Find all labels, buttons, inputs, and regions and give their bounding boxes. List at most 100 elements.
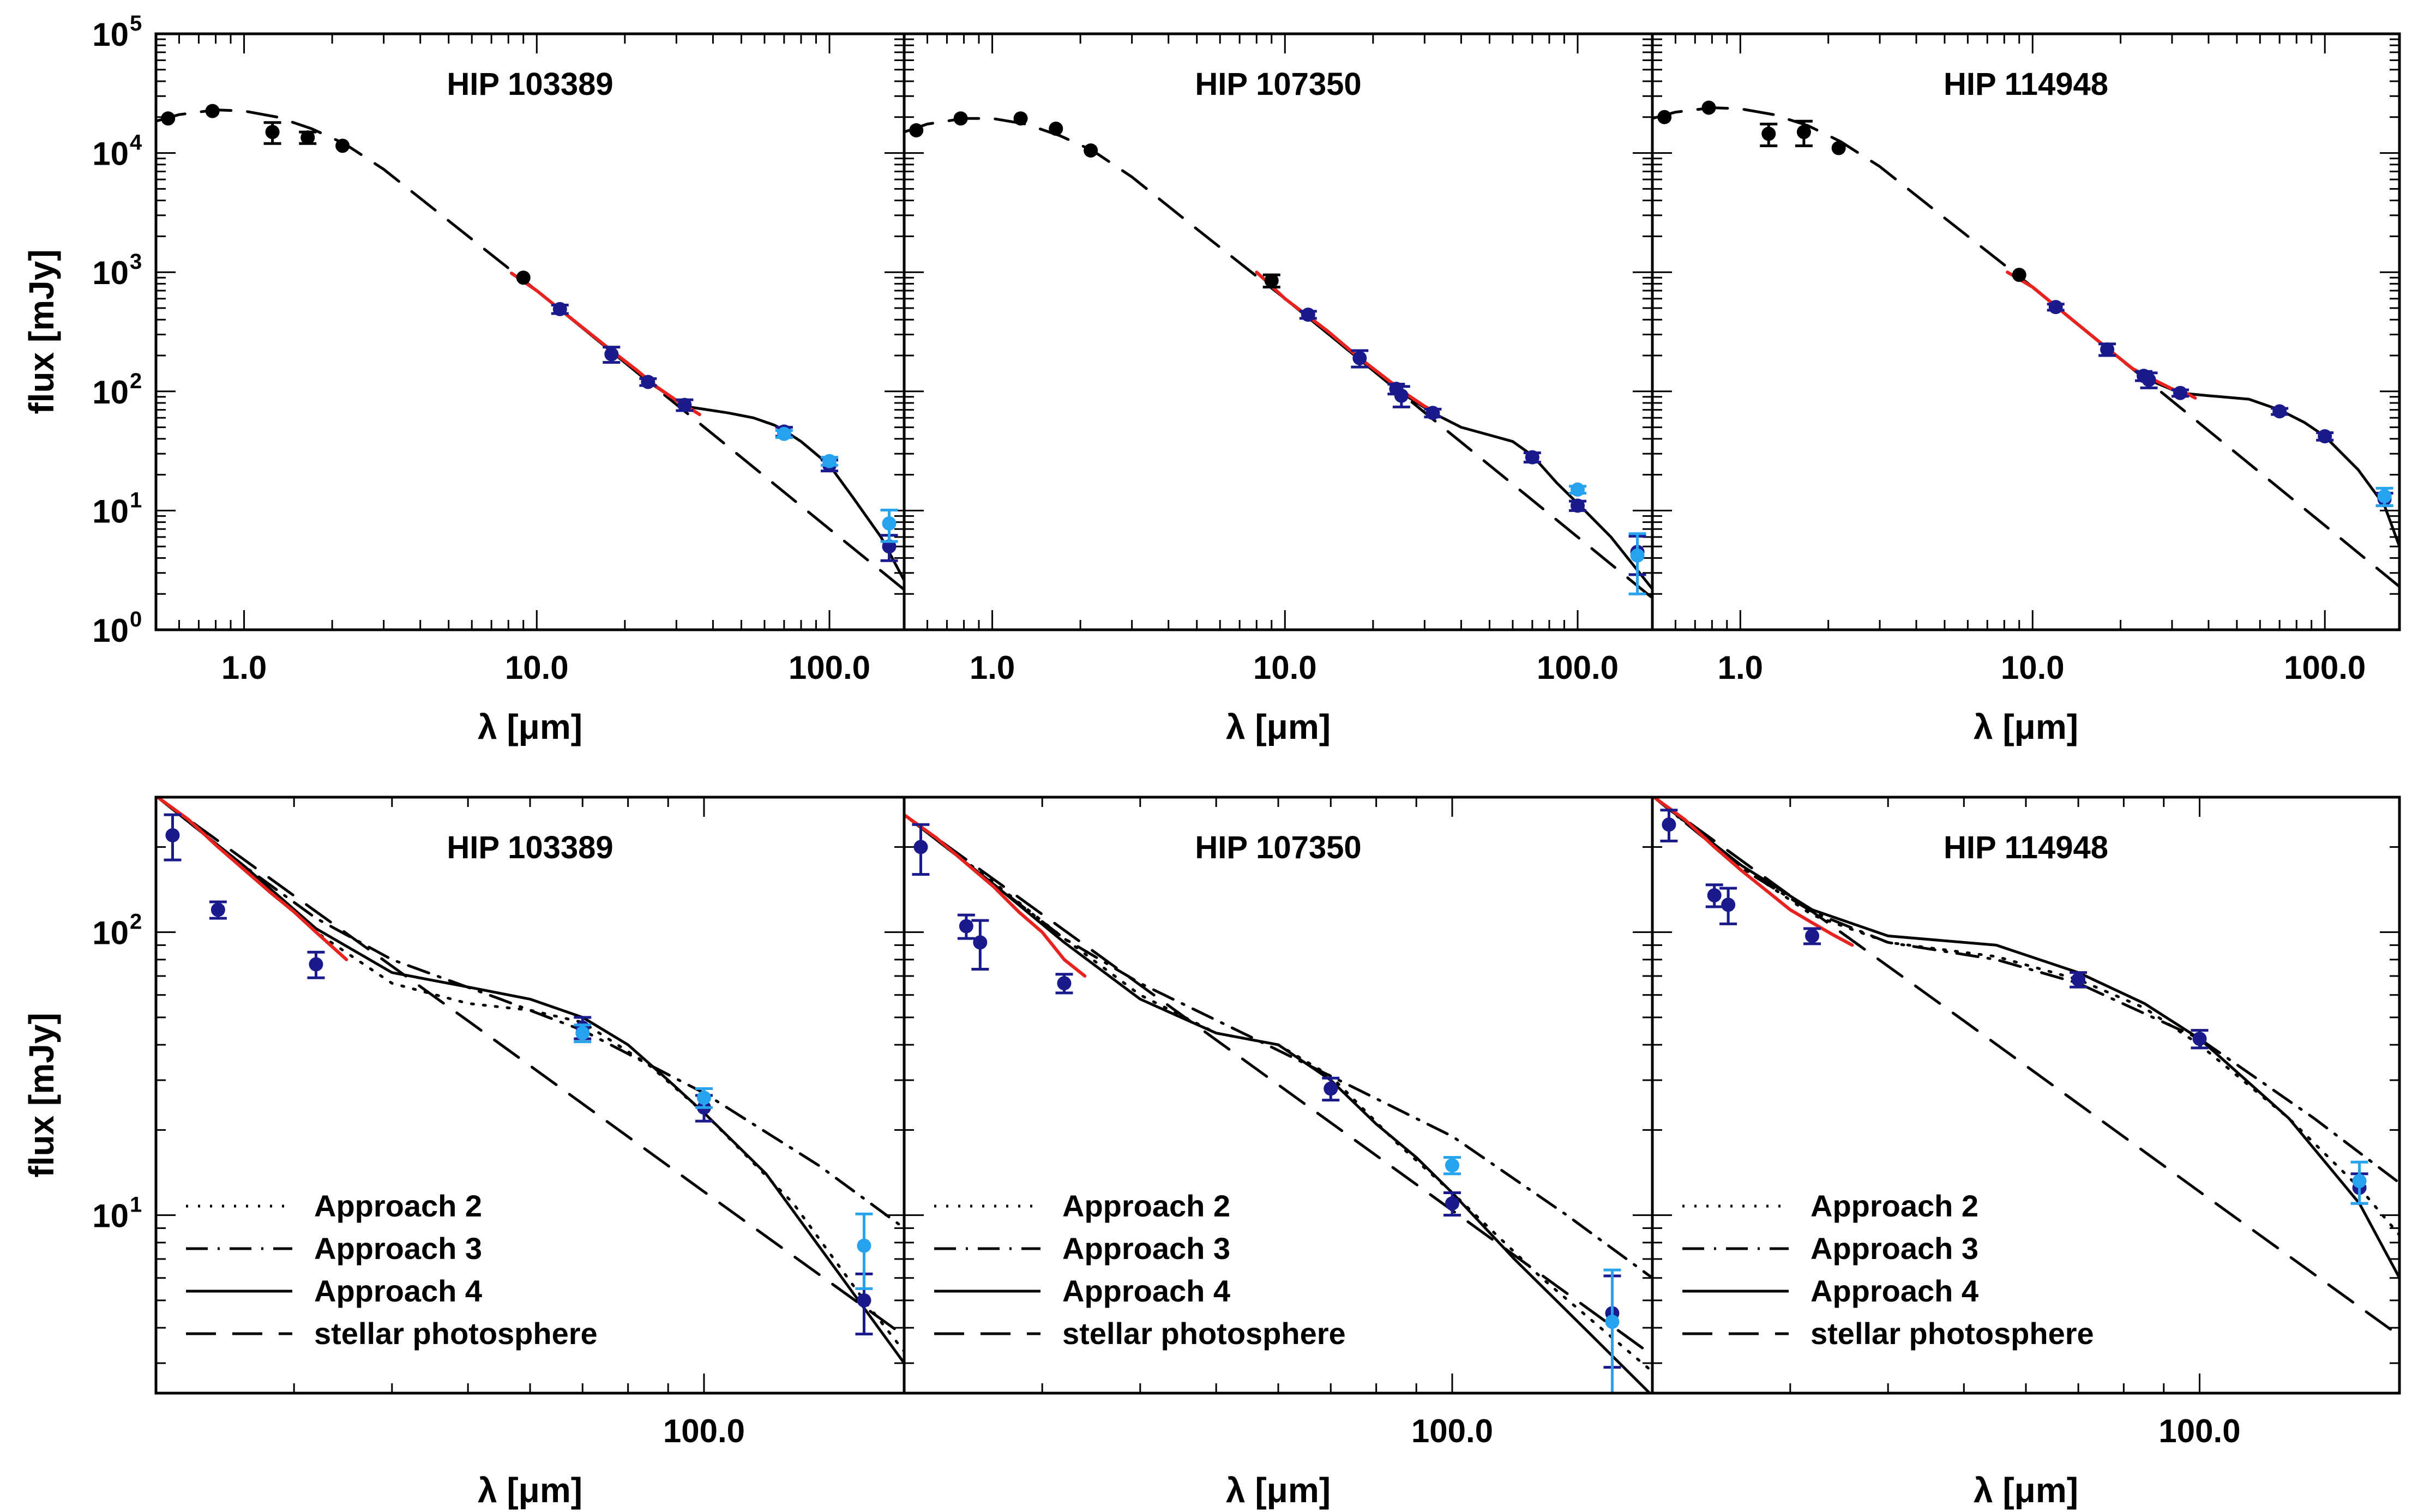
axis-ticks bbox=[155, 796, 904, 1393]
legend-label: stellar photosphere bbox=[314, 1316, 598, 1351]
y-tick-label: 10 bbox=[92, 374, 129, 411]
data-marker bbox=[1701, 100, 1716, 115]
data-point bbox=[1760, 122, 1778, 147]
data-marker bbox=[2377, 489, 2392, 504]
series-approach-2 bbox=[904, 813, 1652, 1373]
data-point bbox=[161, 111, 176, 126]
y-tick-label: 10 bbox=[92, 493, 129, 529]
plot-area bbox=[1652, 100, 2399, 588]
data-marker bbox=[822, 454, 837, 468]
data-marker bbox=[1445, 1196, 1459, 1211]
series-stellar-photosphere bbox=[904, 117, 1652, 600]
data-point bbox=[1322, 1076, 1340, 1102]
plot-area bbox=[904, 813, 1652, 1393]
series-stellar-photosphere bbox=[156, 797, 904, 1338]
series-stellar-photosphere bbox=[1652, 106, 2399, 588]
data-marker bbox=[1445, 1158, 1459, 1173]
data-marker bbox=[604, 347, 619, 362]
data-marker bbox=[265, 125, 280, 140]
y-tick-label: 10 bbox=[92, 255, 129, 291]
series-stellar-photosphere bbox=[1652, 797, 2399, 1338]
data-marker bbox=[2192, 1032, 2207, 1046]
data-marker bbox=[1057, 976, 1072, 991]
data-marker bbox=[1324, 1081, 1338, 1096]
panel-title: HIP 107350 bbox=[1195, 67, 1361, 102]
data-point bbox=[603, 346, 621, 364]
legend-label: Approach 4 bbox=[1062, 1274, 1230, 1308]
y-tick-label: 10 bbox=[92, 1198, 129, 1234]
x-axis-label: λ [μm] bbox=[1226, 1471, 1331, 1510]
data-marker bbox=[2071, 972, 2086, 987]
x-tick-label: 100.0 bbox=[1411, 1413, 1493, 1449]
data-marker bbox=[1662, 817, 1676, 832]
data-point bbox=[1568, 498, 1586, 513]
plot-area bbox=[156, 797, 904, 1365]
series-irs-spectrum bbox=[1652, 797, 1854, 947]
x-tick-label: 100.0 bbox=[2284, 649, 2366, 686]
y-tick-exponent: 1 bbox=[130, 1193, 142, 1217]
series-irs-spectrum bbox=[510, 272, 701, 417]
y-tick-exponent: 1 bbox=[130, 488, 142, 512]
data-marker bbox=[1831, 141, 1846, 155]
panel-title: HIP 103389 bbox=[447, 830, 613, 865]
data-point bbox=[1299, 308, 1317, 322]
data-marker bbox=[909, 123, 924, 137]
data-marker bbox=[1761, 126, 1776, 141]
series-approach-3 bbox=[156, 797, 904, 1230]
x-tick-label: 100.0 bbox=[663, 1413, 745, 1449]
data-marker bbox=[1425, 406, 1440, 420]
data-point bbox=[2012, 268, 2026, 282]
legend-label: stellar photosphere bbox=[1811, 1316, 2094, 1351]
data-marker bbox=[1570, 482, 1585, 497]
data-marker bbox=[1264, 273, 1279, 288]
data-point bbox=[307, 950, 325, 979]
data-point bbox=[1603, 1268, 1621, 1393]
data-point bbox=[1084, 143, 1098, 158]
data-point bbox=[820, 454, 838, 468]
x-tick-label: 10.0 bbox=[2001, 649, 2065, 686]
data-point bbox=[1049, 121, 1063, 136]
data-marker bbox=[857, 1293, 871, 1308]
data-marker bbox=[882, 516, 897, 531]
series-approach-4 bbox=[904, 813, 1652, 1393]
data-marker bbox=[1394, 388, 1409, 403]
data-marker bbox=[882, 539, 897, 554]
data-marker bbox=[552, 302, 567, 316]
data-point bbox=[639, 375, 657, 389]
data-marker bbox=[309, 957, 323, 972]
data-point bbox=[1657, 110, 1672, 124]
data-point bbox=[2350, 1160, 2368, 1205]
legend-label: Approach 3 bbox=[314, 1231, 482, 1266]
data-point bbox=[971, 919, 989, 971]
data-point bbox=[1719, 887, 1737, 925]
x-tick-label: 1.0 bbox=[1718, 649, 1763, 686]
y-tick-exponent: 4 bbox=[130, 131, 142, 155]
legend-label: Approach 4 bbox=[1811, 1274, 1978, 1308]
data-marker bbox=[1707, 888, 1722, 902]
x-axis-label: λ [μm] bbox=[1974, 1471, 2078, 1510]
data-point bbox=[676, 397, 694, 412]
x-axis-label: λ [μm] bbox=[1974, 707, 2078, 746]
legend: Approach 2 Approach 3 Approach 4 stellar ph… bbox=[1682, 1189, 2094, 1351]
data-point bbox=[2171, 385, 2189, 400]
data-marker bbox=[913, 840, 928, 854]
panel-top-middle: HIP 107350 1.0 10.0 100.0 λ [μm] bbox=[903, 32, 1654, 746]
axis-ticks bbox=[1651, 33, 2399, 631]
series-irs-spectrum bbox=[904, 813, 1087, 978]
data-marker bbox=[2173, 385, 2187, 400]
data-marker bbox=[1013, 111, 1028, 126]
y-tick-exponent: 3 bbox=[130, 250, 142, 274]
data-point bbox=[551, 302, 569, 316]
data-point bbox=[1262, 273, 1280, 289]
data-point bbox=[855, 1212, 873, 1290]
data-point bbox=[2070, 971, 2088, 989]
data-point bbox=[2191, 1029, 2209, 1050]
data-point bbox=[2140, 371, 2158, 389]
axis-ticks bbox=[903, 33, 1652, 631]
data-marker bbox=[2048, 300, 2063, 315]
data-marker bbox=[1084, 143, 1098, 158]
data-marker bbox=[1049, 121, 1063, 136]
data-marker bbox=[165, 828, 180, 842]
data-marker bbox=[1605, 1315, 1620, 1329]
